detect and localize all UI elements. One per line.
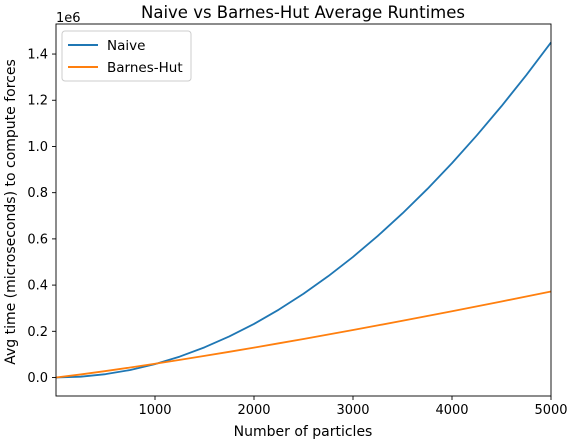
legend-label-barnes-hut: Barnes-Hut: [107, 60, 183, 76]
plot-frame: [55, 23, 552, 397]
plot-area: 1000 2000 3000 4000 5000 0.0 0.2 0.4 0.6 0.8 1.0 1…: [27, 23, 568, 418]
y-tick-label: 0.6: [27, 232, 48, 247]
legend-box: [61, 30, 192, 82]
x-tick-label: 3000: [336, 403, 369, 418]
series-layer: [55, 41, 552, 379]
y-tick-label: 0.8: [27, 186, 48, 201]
y-axis: 0.0 0.2 0.4 0.6 0.8 1.0 1.2 1.4: [27, 48, 56, 386]
legend-label-naive: Naive: [107, 38, 145, 54]
x-axis-label: Number of particles: [234, 424, 373, 440]
series-line-barnes-hut: [55, 290, 552, 379]
series-line-naive: [55, 41, 552, 379]
y-offset-label: 1e6: [56, 11, 81, 26]
y-tick-label: 1.0: [27, 140, 48, 155]
y-tick-label: 1.4: [27, 48, 48, 63]
y-tick-label: 0.4: [27, 279, 48, 294]
y-tick-label: 1.2: [27, 94, 48, 109]
x-tick-label: 5000: [534, 403, 567, 418]
y-tick-label: 0.2: [27, 325, 48, 340]
chart-title: Naive vs Barnes-Hut Average Runtimes: [141, 3, 465, 22]
x-axis: 1000 2000 3000 4000 5000: [138, 396, 568, 418]
legend: Naive Barnes-Hut: [61, 30, 192, 82]
x-tick-label: 4000: [435, 403, 468, 418]
y-tick-label: 0.0: [27, 371, 48, 386]
x-tick-label: 2000: [237, 403, 270, 418]
x-tick-label: 1000: [138, 403, 171, 418]
y-axis-label: Avg time (microseconds) to compute force…: [3, 59, 19, 365]
